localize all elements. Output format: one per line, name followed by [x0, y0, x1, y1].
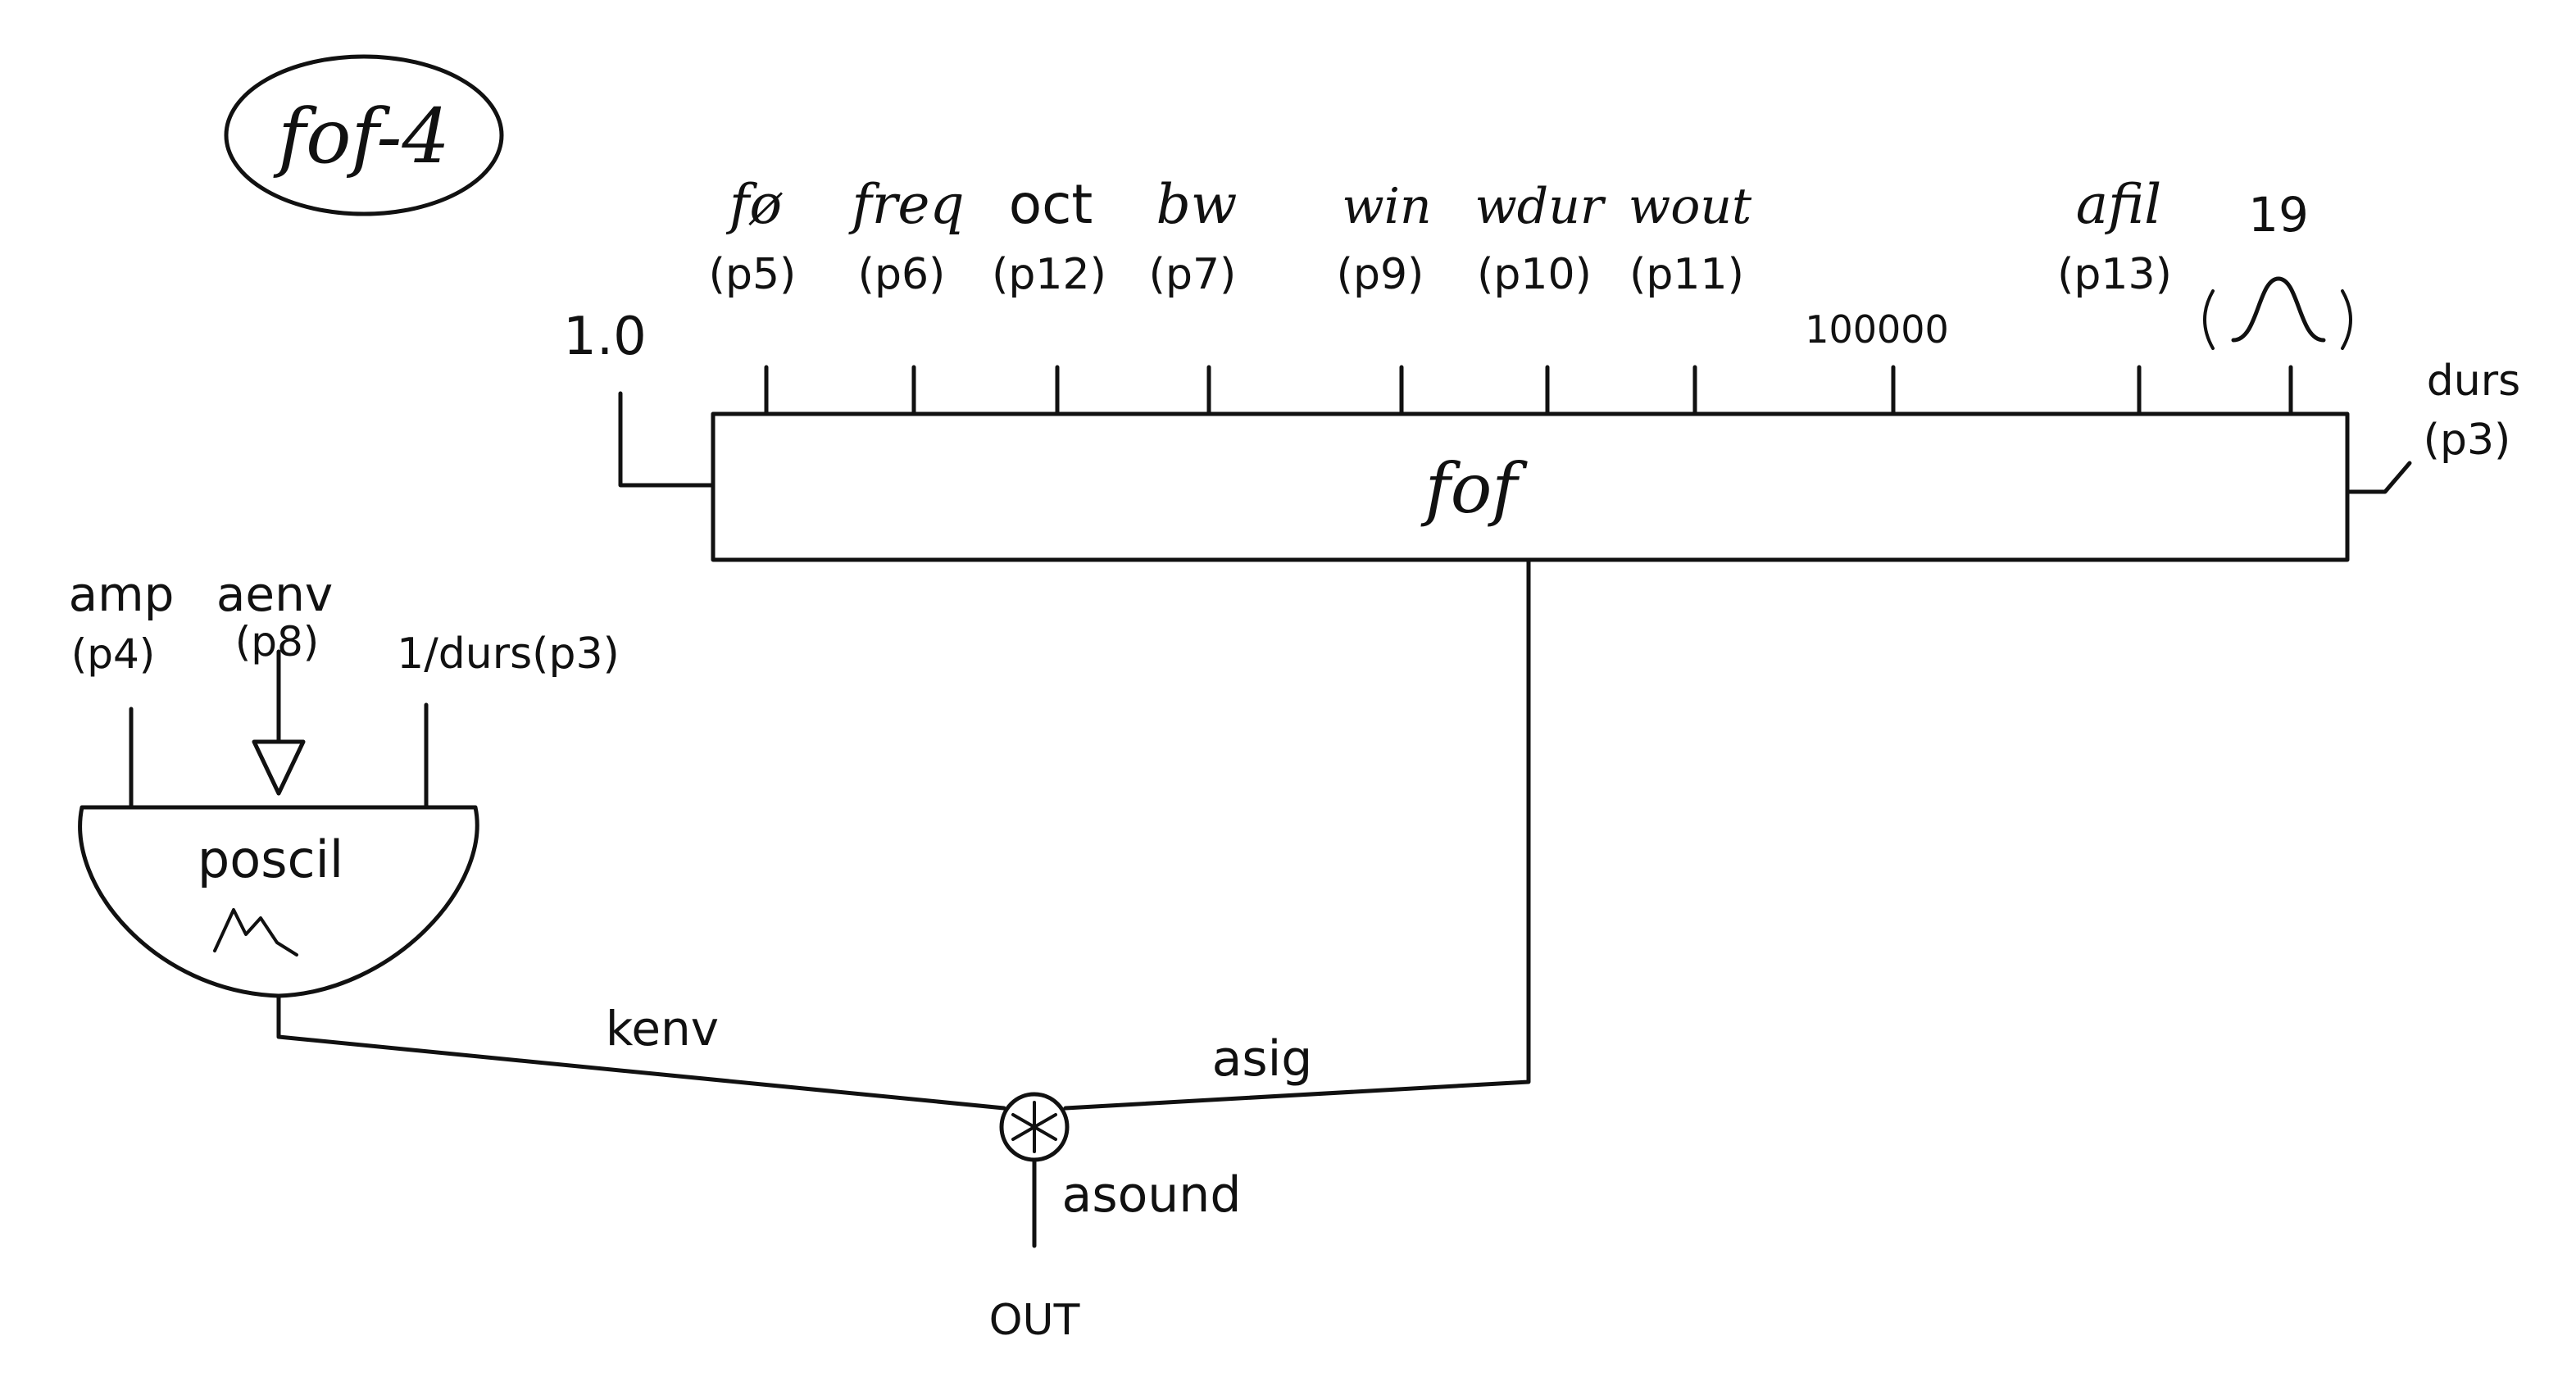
out-label: OUT: [989, 1296, 1080, 1345]
fof-input-wdur: wdur (p10): [1474, 178, 1606, 416]
bell-curve-icon: [2203, 276, 2352, 350]
fof-input-name: 19: [2248, 187, 2309, 243]
poscil-opcode: poscil: [78, 805, 479, 998]
fof-label: fof: [1420, 448, 1529, 529]
fof-input-100000: 100000: [1805, 307, 1949, 416]
poscil-inputs: amp (p4) aenv (p8) 1/durs(p3): [69, 566, 620, 810]
kenv-label: kenv: [606, 1001, 719, 1057]
fof-top-inputs: fø (p5) freq (p6) oct (p12) bw (p7) win …: [709, 173, 2352, 416]
fof-input-param: (p13): [2057, 250, 2172, 299]
fof-input-param: (p6): [858, 250, 946, 299]
fof-box: [711, 411, 2350, 562]
fof-input-param: (p7): [1149, 250, 1237, 299]
fof-input-name: freq: [847, 173, 964, 236]
poscil-input-durs: 1/durs(p3): [397, 629, 620, 810]
poscil-input-name: amp: [69, 566, 175, 622]
fof-right-input: durs (p3): [2345, 357, 2520, 494]
fof-opcode: fof: [711, 411, 2350, 562]
envelope-wave-icon: [213, 908, 298, 957]
fof-input-afil: afil (p13): [2057, 173, 2172, 416]
fof-input-name: bw: [1156, 173, 1238, 236]
asound-label: asound: [1062, 1166, 1242, 1224]
poscil-input-name: 1/durs(p3): [397, 629, 620, 679]
fof-input-param: (p5): [709, 250, 797, 299]
fof-left-input: 1.0: [563, 307, 716, 488]
poscil-input-aenv: aenv (p8): [216, 566, 333, 796]
fof-input-name: wdur: [1474, 178, 1606, 235]
fof-input-name: wout: [1629, 178, 1752, 235]
asig-wire: [1063, 557, 1531, 1111]
fof-right-input-name: durs: [2427, 357, 2520, 406]
multiplier-icon: [999, 1092, 1070, 1162]
fof-input-param: (p11): [1629, 250, 1744, 299]
fof-input-win: win (p9): [1337, 178, 1432, 416]
fof-input-wout: wout (p11): [1629, 178, 1752, 416]
fof-input-oct: oct (p12): [992, 173, 1106, 416]
fof-input-param: (p10): [1477, 250, 1592, 299]
fof-input-19: 19: [2203, 187, 2352, 416]
fof-input-name: oct: [1009, 173, 1093, 236]
bell-right-paren: [2341, 289, 2352, 350]
title-text: fof-4: [273, 93, 450, 180]
poscil-input-amp: amp (p4): [69, 566, 175, 810]
bell-left-paren: [2203, 289, 2215, 350]
fof-right-wire: [2345, 461, 2412, 494]
fof-input-bw: bw (p7): [1149, 173, 1238, 416]
fof-input-param: (p9): [1337, 250, 1424, 299]
fof-input-name: afil: [2076, 173, 2161, 236]
fof-input-name: 100000: [1805, 307, 1949, 352]
triangle-arrow-icon: [252, 739, 306, 796]
bell-curve: [2231, 276, 2326, 343]
poscil-label: poscil: [198, 829, 343, 889]
poscil-input-param: (p8): [235, 618, 320, 666]
multiplier-star-stroke: [1011, 1113, 1057, 1141]
title-ellipse: [224, 54, 504, 216]
kenv-wire: [276, 993, 1006, 1111]
poscil-input-name: aenv: [216, 566, 333, 622]
fof-right-input-param: (p3): [2424, 416, 2511, 465]
fof-input-freq: freq (p6): [847, 173, 965, 416]
fof-input-f0: fø (p5): [709, 173, 797, 416]
fof-input-name: fø: [725, 173, 783, 236]
poscil-input-param: (p4): [71, 630, 156, 678]
asig-label: asig: [1212, 1030, 1313, 1088]
fof-left-wire: [618, 391, 716, 488]
fof-left-input-label: 1.0: [563, 307, 647, 367]
fof-input-param: (p12): [992, 250, 1106, 299]
title-badge: fof-4: [224, 54, 504, 216]
fof-input-name: win: [1342, 178, 1431, 235]
